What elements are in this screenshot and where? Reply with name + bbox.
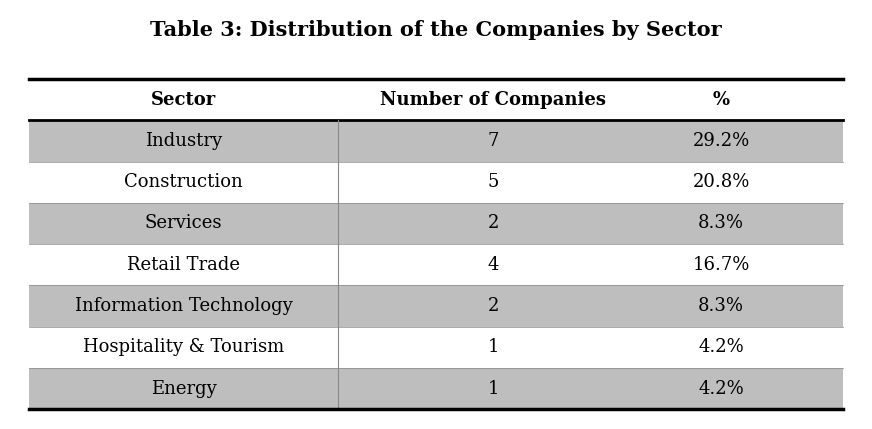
Text: 4.2%: 4.2% [698,380,744,398]
Text: 1: 1 [487,338,499,356]
Text: Information Technology: Information Technology [75,297,292,315]
Text: Construction: Construction [124,173,243,191]
Text: 7: 7 [487,132,499,150]
Text: %: % [712,91,730,109]
Text: 16.7%: 16.7% [692,256,750,274]
Bar [29,368,843,409]
Text: 29.2%: 29.2% [692,132,750,150]
Text: 8.3%: 8.3% [698,297,744,315]
Text: Hospitality & Tourism: Hospitality & Tourism [83,338,284,356]
Text: Number of Companies: Number of Companies [380,91,606,109]
Text: Industry: Industry [145,132,222,150]
Bar [29,120,843,162]
Text: 2: 2 [487,297,499,315]
Bar [29,285,843,327]
Text: 20.8%: 20.8% [692,173,750,191]
Bar [29,203,843,244]
Text: Energy: Energy [151,380,216,398]
Text: 5: 5 [487,173,499,191]
Bar [29,79,843,120]
Text: 4: 4 [487,256,499,274]
Text: 8.3%: 8.3% [698,214,744,233]
Text: Services: Services [145,214,222,233]
Text: 1: 1 [487,380,499,398]
Text: Sector: Sector [151,91,216,109]
Text: Table 3: Distribution of the Companies by Sector: Table 3: Distribution of the Companies b… [150,20,722,40]
Text: 4.2%: 4.2% [698,338,744,356]
Bar [29,327,843,368]
Text: Retail Trade: Retail Trade [127,256,240,274]
Bar [29,162,843,203]
Bar [29,244,843,285]
Text: 2: 2 [487,214,499,233]
